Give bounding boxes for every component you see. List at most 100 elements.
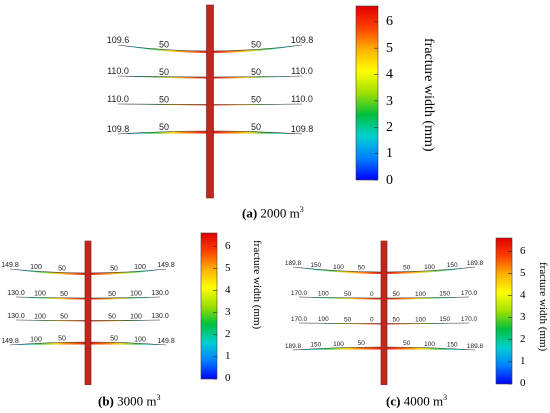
contour-label: 50 [358, 340, 366, 347]
colorbar-gradient [355, 5, 379, 181]
colorbar-tick-label: 6 [386, 14, 393, 30]
contour-label: 170.0 [291, 290, 308, 297]
colorbar-tick-label: 5 [225, 261, 231, 274]
contour-label: 50 [108, 313, 116, 320]
contour-label: 50 [159, 40, 169, 50]
contour-label: 150 [447, 262, 458, 269]
panel-a-svg: 109.650050109.8110.050050110.0110.050050… [107, 4, 314, 199]
contour-label: 100 [30, 264, 42, 271]
colorbar-b-title: fracture width (mm) [251, 240, 263, 330]
contour-label: 50 [251, 122, 261, 132]
colorbar-b [200, 232, 218, 380]
contour-label: 149.8 [1, 262, 19, 269]
contour-label: 50 [251, 94, 261, 104]
contour-label: 100 [318, 290, 329, 297]
caption-c-volume: 4000 m [403, 393, 444, 409]
contour-label: 110.0 [107, 94, 129, 104]
contour-label: 50 [110, 266, 118, 273]
contour-label: 150 [439, 290, 450, 297]
contour-label: 109.8 [291, 35, 314, 45]
contour-label: 170.0 [461, 290, 478, 297]
contour-label: 50 [393, 291, 401, 298]
colorbar-tick-label: 5 [386, 40, 393, 56]
contour-label: 100 [130, 313, 142, 320]
contour-label: 50 [159, 94, 169, 104]
wellbore [206, 4, 214, 199]
contour-label: 150 [310, 262, 321, 269]
contour-label: 100 [333, 341, 344, 348]
contour-label: 50 [251, 67, 261, 77]
contour-label: 189.8 [285, 343, 302, 350]
contour-label: 110.0 [291, 94, 313, 104]
caption-a-volume: 2000 m [260, 205, 300, 221]
contour-label: 109.8 [291, 124, 314, 134]
colorbar-tick-label: 1 [386, 146, 393, 162]
contour-label: 50 [159, 67, 169, 77]
contour-label: 100 [34, 313, 46, 320]
colorbar-tick-label: 3 [225, 306, 231, 319]
colorbar-tick-label: 2 [386, 119, 393, 135]
wellbore [84, 240, 92, 385]
colorbar-tick-label: 4 [520, 288, 526, 301]
contour-label: 50 [110, 335, 118, 342]
colorbar-tick-label: 0 [386, 172, 393, 188]
contour-label: 110.0 [291, 66, 313, 76]
contour-label: 50 [403, 340, 411, 347]
caption-a-label: (a) [242, 205, 258, 221]
colorbar-gradient [495, 237, 513, 385]
contour-label: 100 [424, 264, 435, 271]
contour-label: 100 [333, 264, 344, 271]
fracture-band [118, 45, 302, 53]
caption-b-volume: 3000 m [117, 393, 157, 409]
caption-b-label: (b) [98, 393, 114, 409]
contour-label: 100 [30, 336, 42, 343]
panel-b-colorbar [200, 232, 275, 387]
caption-b-volume-sup: 3 [156, 393, 161, 402]
panel-a-colorbar [355, 5, 435, 190]
contour-label: 50 [344, 316, 352, 323]
caption-b: (b) 3000 m3 [98, 393, 161, 409]
contour-label: 50 [58, 335, 66, 342]
contour-label: 100 [34, 291, 46, 298]
colorbar-tick-label: 5 [520, 266, 526, 279]
colorbar-tick-label: 0 [520, 377, 526, 390]
panel-c-colorbar [495, 237, 550, 387]
colorbar-tick-label: 1 [225, 350, 231, 363]
contour-label: 50 [403, 265, 411, 272]
panel-b-fracture-diagram: 149.810050050100149.8130.010050050100130… [0, 235, 200, 385]
panel-c-fracture-diagram: 189.8 150 100 50 0 50 100 150 189.8 170.0 100 50 0 50… [285, 235, 495, 385]
colorbar-a-title: fracture width (mm) [421, 38, 436, 152]
contour-label: 100 [415, 316, 426, 323]
contour-label: 50 [358, 265, 366, 272]
colorbar-tick-label: 3 [386, 93, 393, 109]
contour-label: 150 [447, 342, 458, 349]
contour-label: 130.0 [7, 290, 25, 297]
contour-label: 150 [439, 316, 450, 323]
fracture-band [293, 267, 475, 274]
contour-label: 110.0 [107, 66, 129, 76]
contour-label: 150 [310, 342, 321, 349]
colorbar-a [355, 5, 379, 181]
contour-label: 109.8 [107, 124, 130, 134]
caption-c: (c) 4000 m3 [386, 393, 447, 409]
colorbar-tick-label: 6 [225, 239, 231, 252]
contour-label: 50 [108, 291, 116, 298]
caption-c-label: (c) [386, 393, 401, 409]
colorbar-tick-label: 0 [225, 372, 231, 385]
colorbar-tick-label: 1 [520, 355, 526, 368]
contour-label: 100 [424, 341, 435, 348]
contour-label: 149.8 [1, 338, 19, 345]
contour-label: 189.8 [467, 343, 484, 350]
contour-label: 50 [58, 266, 66, 273]
colorbar-tick-label: 3 [520, 311, 526, 324]
colorbar-gradient [200, 232, 218, 380]
contour-label: 100 [130, 291, 142, 298]
colorbar-c [495, 237, 513, 385]
contour-label: 170.0 [461, 316, 478, 323]
colorbar-tick-label: 4 [386, 67, 393, 83]
caption-c-volume-sup: 3 [443, 393, 448, 402]
contour-label: 149.8 [157, 338, 175, 345]
contour-label: 0 [370, 316, 374, 323]
colorbar-tick-label: 2 [520, 333, 526, 346]
colorbar-tick-label: 4 [225, 283, 231, 296]
